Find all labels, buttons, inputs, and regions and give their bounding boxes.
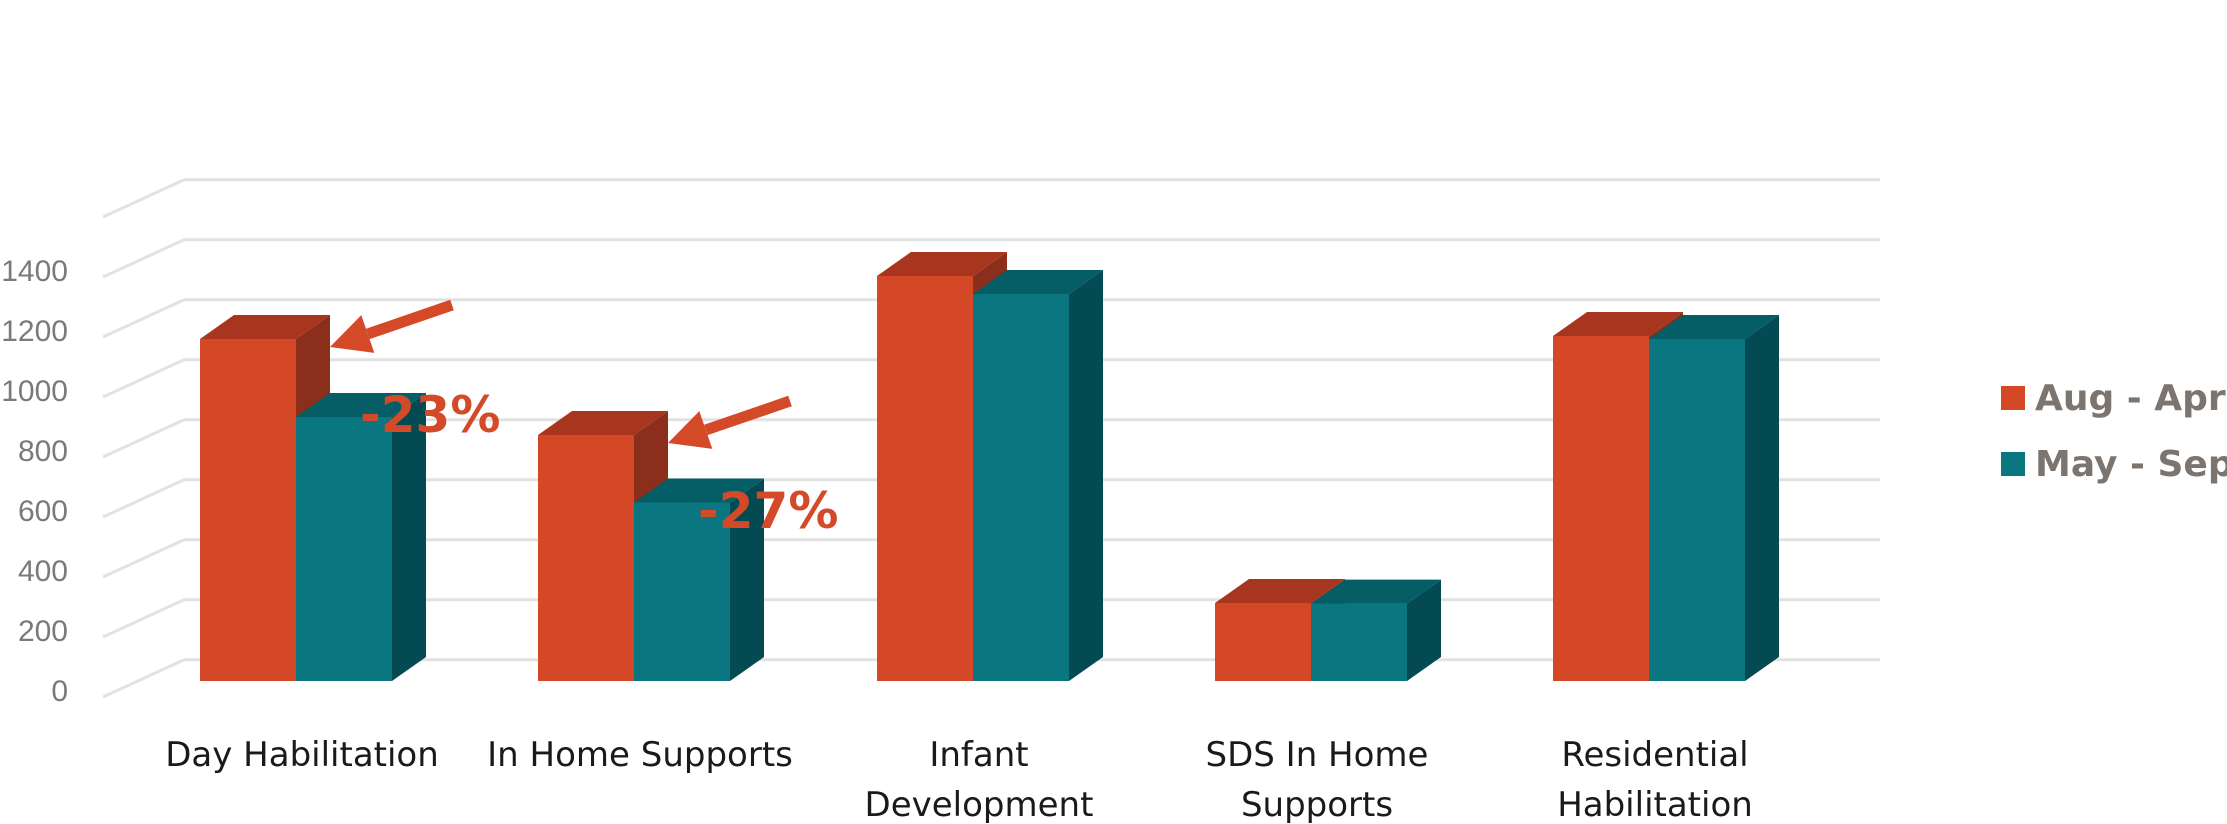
gridline-depth [102, 658, 185, 699]
bar-front [200, 339, 296, 681]
x-category-label: Supports [1241, 785, 1393, 824]
bar-front [1215, 603, 1311, 681]
y-axis: 0 200 400 600 800 1000 1200 1400 [1, 255, 68, 708]
annotation-label: -23% [360, 386, 500, 444]
legend-entry: May - Sept [2035, 444, 2227, 485]
bar-top [1649, 315, 1779, 339]
bar-top [1553, 312, 1683, 336]
gridline-depth [102, 178, 185, 219]
bar-may-sept [1649, 315, 1779, 681]
gridline-depth [102, 418, 185, 459]
annotation-arrow [366, 299, 454, 340]
bar-side [1069, 270, 1103, 681]
bars [200, 252, 1779, 681]
bar-may-sept [973, 270, 1103, 681]
y-tick-label: 1400 [1, 255, 68, 288]
bar-front [1649, 339, 1745, 681]
bar-top [200, 315, 330, 339]
bar-front [296, 417, 392, 681]
y-tick-label: 200 [18, 615, 68, 648]
annotation-arrowhead [330, 315, 375, 353]
y-tick-label: 1000 [1, 375, 68, 408]
bar-side [1407, 579, 1441, 681]
x-category-label: In Home Supports [487, 735, 793, 775]
gridline-depth [102, 538, 185, 579]
bar-front [538, 435, 634, 681]
bar-front [1311, 603, 1407, 681]
x-category-label: Habilitation [1557, 785, 1753, 824]
bar-top [973, 270, 1103, 294]
y-tick-label: 600 [18, 495, 68, 528]
bar-may-sept [634, 478, 764, 681]
bar-side [730, 478, 764, 681]
gridline-depth [102, 358, 185, 399]
x-category-label: Infant [929, 735, 1028, 775]
x-category-label: Residential [1561, 735, 1748, 775]
bar-may-sept [296, 393, 426, 681]
y-tick-label: 800 [18, 435, 68, 468]
bar-side [1745, 315, 1779, 681]
annotation-label: -27% [698, 482, 838, 540]
legend-entry: Aug - April [2035, 378, 2227, 419]
bar-front [973, 294, 1069, 681]
bar-top [538, 411, 668, 435]
legend-swatch [2001, 386, 2025, 410]
x-category-label: SDS In Home [1206, 735, 1429, 775]
y-tick-label: 1200 [1, 315, 68, 348]
bar-top [296, 393, 426, 417]
annotation-arrow [704, 395, 792, 436]
annotations: -23% -27% [330, 299, 838, 540]
y-tick-label: 0 [51, 675, 68, 708]
bar-top [634, 478, 764, 503]
bar-front [877, 276, 973, 681]
x-category-label: Day Habilitation [165, 735, 439, 775]
y-tick-label: 400 [18, 555, 68, 588]
gridline-depth [102, 598, 185, 639]
x-category-label: Development [865, 785, 1094, 824]
legend-swatch [2001, 452, 2025, 476]
bar-top [1215, 579, 1345, 603]
legend: Aug - April May - Sept [2001, 378, 2227, 485]
bar-top [877, 252, 1007, 276]
bar-front [1553, 336, 1649, 681]
x-axis: Day Habilitation In Home Supports Infant De… [165, 735, 1753, 824]
gridline-depth [102, 298, 185, 339]
annotation-arrowhead [668, 411, 713, 449]
bar-top [1311, 579, 1441, 604]
bar-may-sept [1311, 579, 1441, 681]
bar-front [634, 502, 730, 681]
gridline-depth [102, 238, 185, 279]
bar-side [392, 393, 426, 681]
gridline-depth [102, 478, 185, 519]
